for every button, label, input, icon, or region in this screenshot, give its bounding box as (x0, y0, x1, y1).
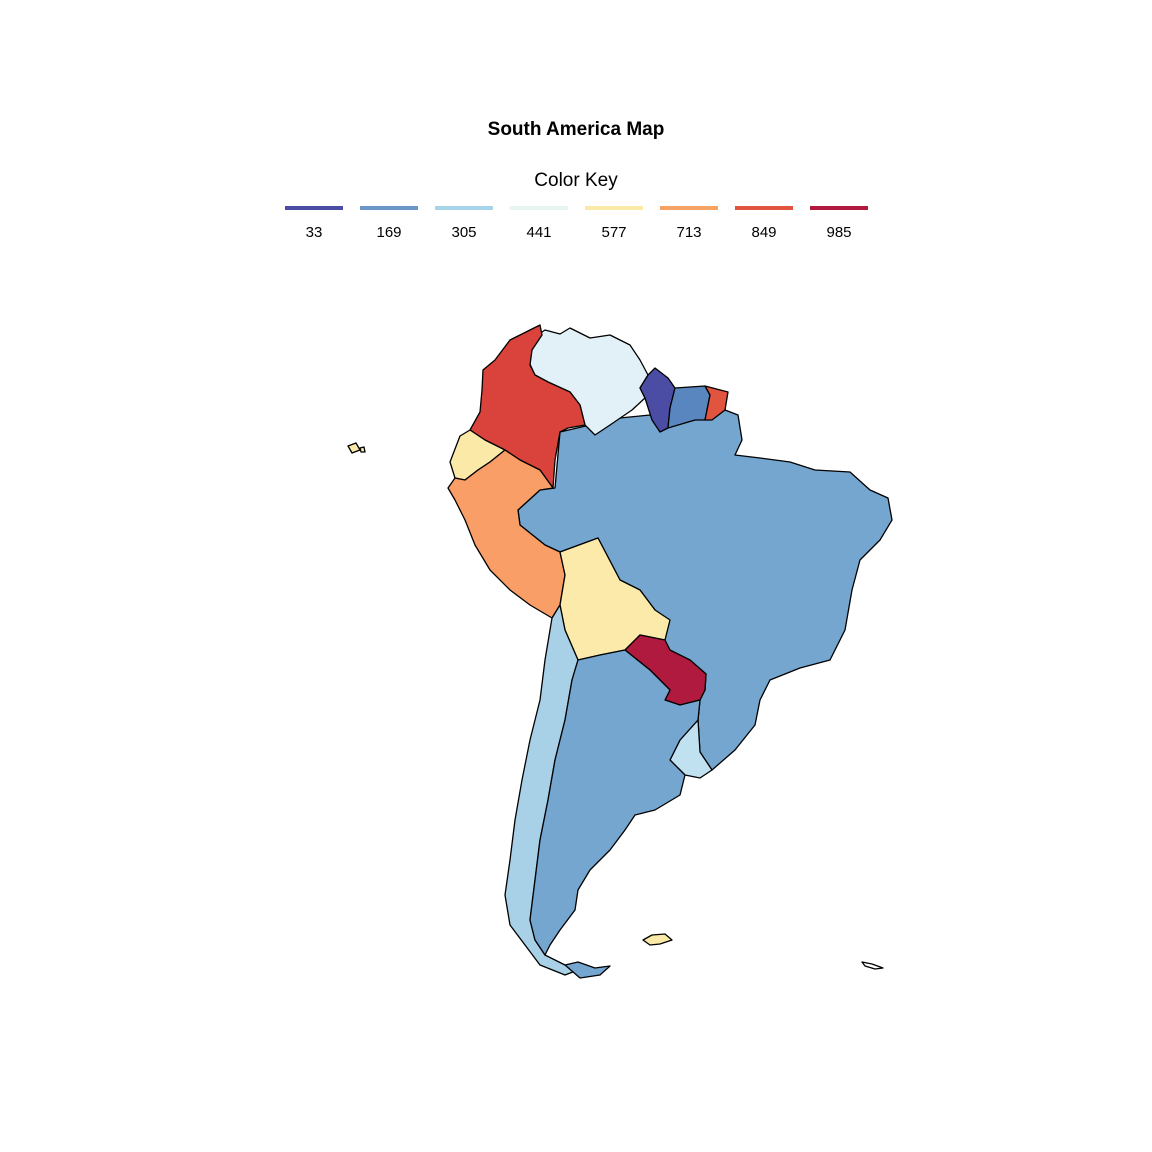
legend-item: 169 (360, 206, 418, 241)
legend-swatch (660, 206, 718, 210)
legend-label: 713 (676, 224, 702, 241)
legend-item: 577 (585, 206, 643, 241)
legend-swatch (735, 206, 793, 210)
legend-swatch (285, 206, 343, 210)
legend-label: 305 (451, 224, 477, 241)
legend-item: 305 (435, 206, 493, 241)
legend-label: 849 (751, 224, 777, 241)
legend-item: 849 (735, 206, 793, 241)
legend-item: 713 (660, 206, 718, 241)
legend-item: 985 (810, 206, 868, 241)
color-key-legend: 33 169 305 441 577 713 849 985 (0, 0, 1152, 260)
legend-label: 441 (526, 224, 552, 241)
legend-swatch (585, 206, 643, 210)
country-argentina-tierra-del-fuego (564, 961, 611, 979)
country-peru (447, 449, 566, 619)
country-falkland-islands (642, 933, 673, 946)
legend-title: Color Key (534, 170, 618, 191)
legend-label: 169 (376, 224, 402, 241)
island-south-georgia (861, 961, 884, 970)
legend-item: 441 (510, 206, 568, 241)
country-argentina (529, 649, 701, 956)
legend-swatch (360, 206, 418, 210)
country-colombia (469, 324, 586, 489)
legend-item: 33 (285, 206, 343, 241)
country-french-guiana (704, 385, 729, 421)
legend-swatch (810, 206, 868, 210)
legend-swatch (435, 206, 493, 210)
legend-label: 985 (826, 224, 852, 241)
legend-swatch (510, 206, 568, 210)
country-ecuador-galapagos (347, 442, 366, 454)
legend-label: 577 (601, 224, 627, 241)
map-title: South America Map (487, 119, 665, 140)
legend-label: 33 (305, 224, 323, 241)
